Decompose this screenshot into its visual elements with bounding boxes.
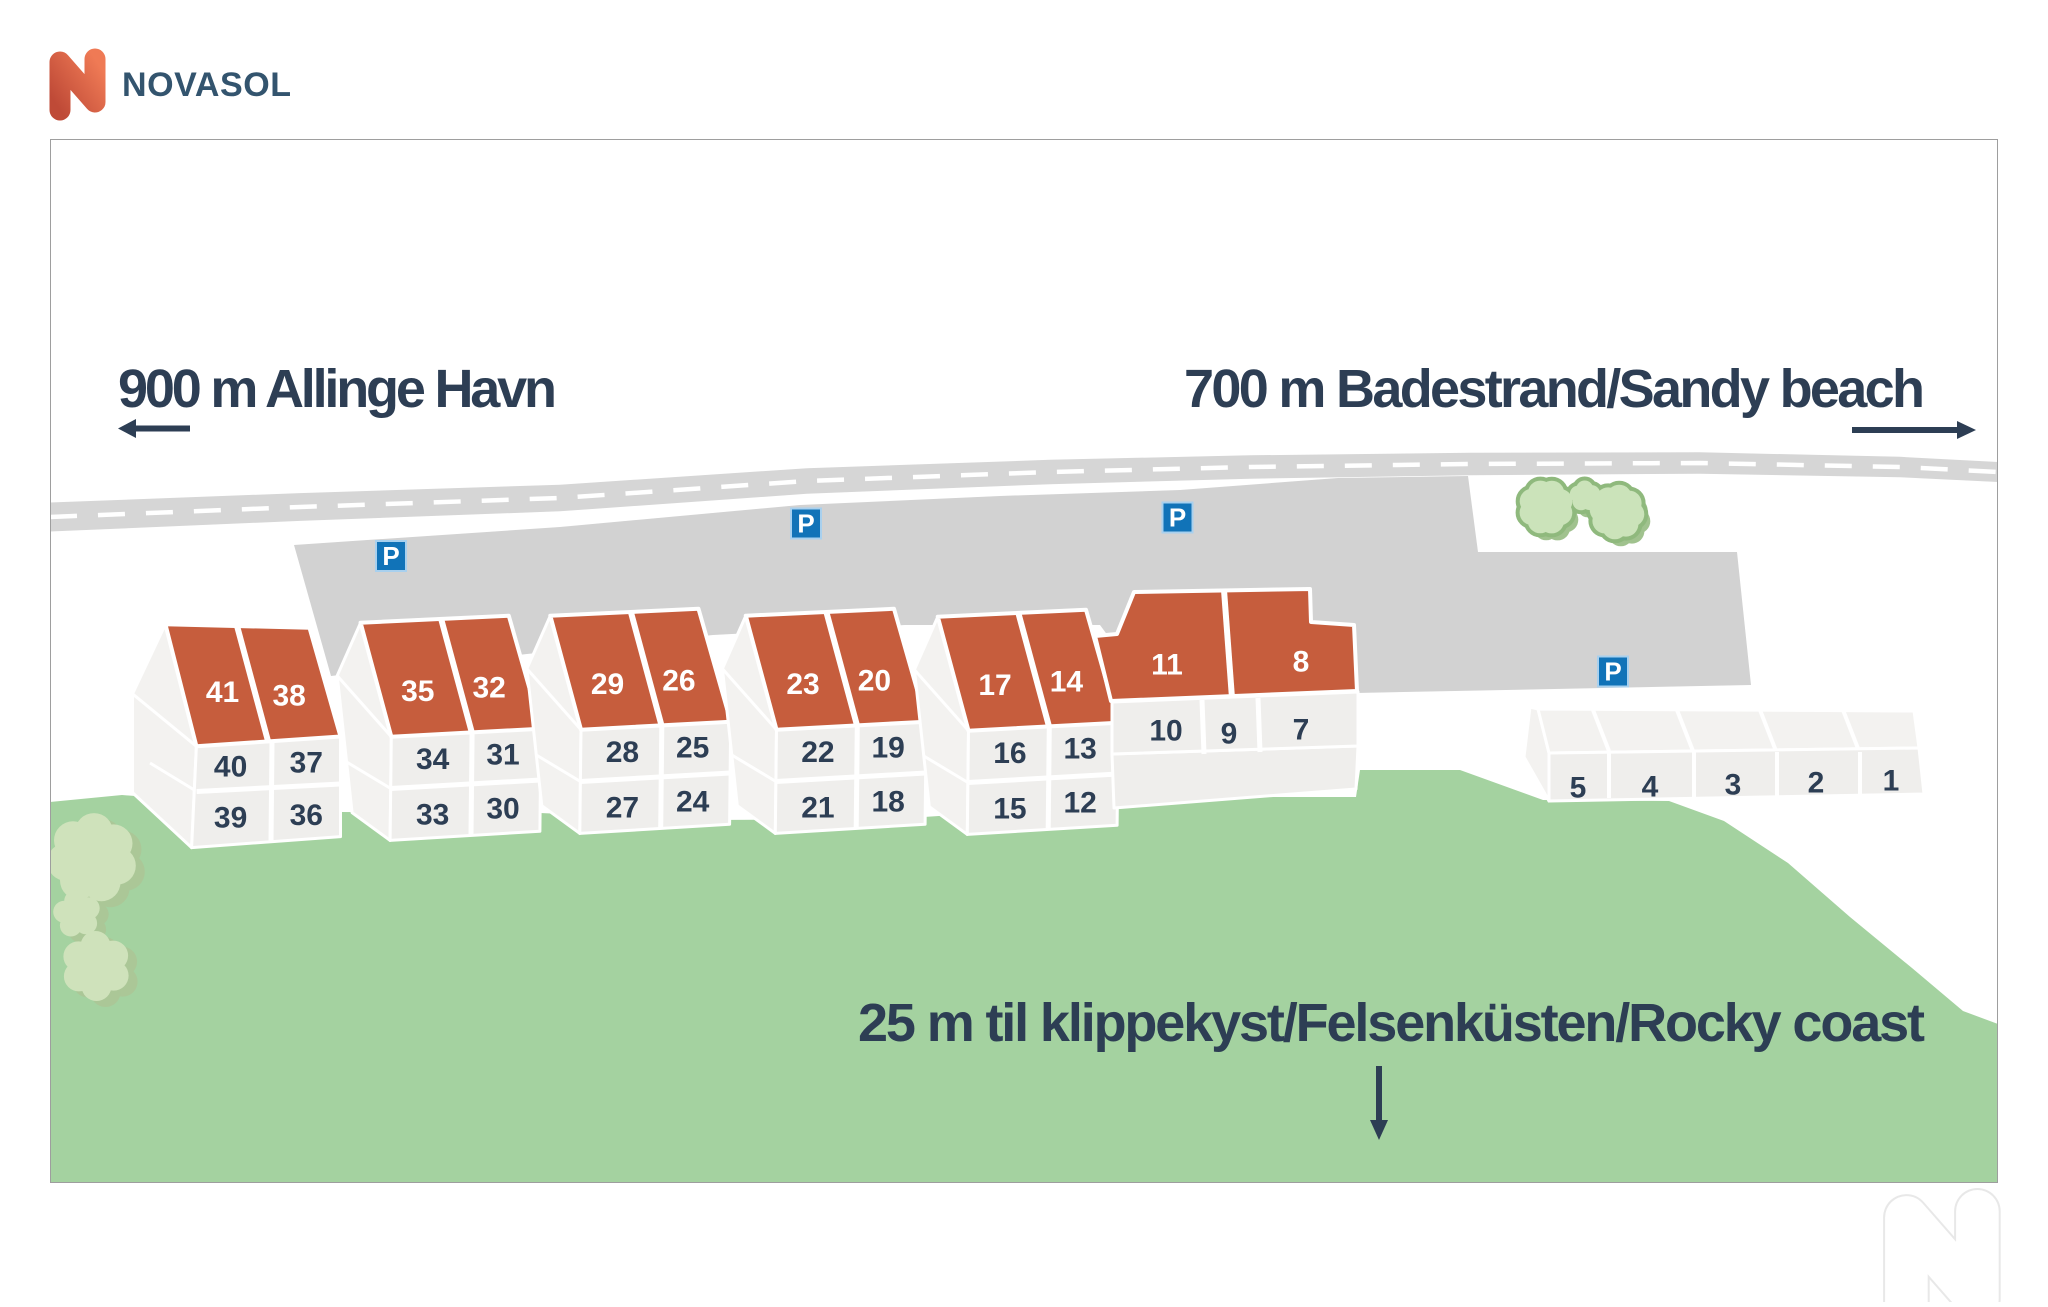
svg-text:20: 20	[858, 665, 891, 698]
svg-text:7: 7	[1293, 714, 1310, 747]
svg-text:23: 23	[786, 668, 819, 701]
svg-text:25 m til klippekyst/Felsenküst: 25 m til klippekyst/Felsenküsten/Rocky c…	[858, 993, 1925, 1053]
svg-text:38: 38	[273, 680, 306, 713]
svg-text:900 m Allinge Havn: 900 m Allinge Havn	[118, 359, 557, 419]
svg-text:29: 29	[591, 668, 624, 701]
svg-text:19: 19	[872, 732, 905, 765]
svg-text:14: 14	[1050, 666, 1084, 699]
svg-text:4: 4	[1642, 771, 1659, 804]
svg-text:31: 31	[486, 739, 519, 772]
svg-text:8: 8	[1293, 646, 1310, 679]
svg-text:40: 40	[214, 750, 247, 783]
svg-text:25: 25	[676, 732, 709, 765]
svg-text:12: 12	[1064, 787, 1097, 820]
svg-text:30: 30	[486, 793, 519, 826]
svg-text:P: P	[1604, 657, 1621, 687]
svg-text:13: 13	[1064, 733, 1097, 766]
svg-text:5: 5	[1570, 772, 1587, 805]
svg-text:34: 34	[416, 743, 450, 776]
svg-text:21: 21	[801, 791, 834, 824]
svg-text:33: 33	[416, 798, 449, 831]
svg-text:16: 16	[993, 737, 1026, 770]
svg-text:28: 28	[606, 736, 639, 769]
svg-text:17: 17	[978, 669, 1011, 702]
svg-text:1: 1	[1883, 765, 1900, 798]
svg-text:3: 3	[1725, 769, 1742, 802]
svg-text:35: 35	[401, 675, 434, 708]
svg-text:11: 11	[1151, 649, 1183, 682]
svg-text:P: P	[1169, 503, 1186, 533]
svg-text:9: 9	[1221, 718, 1238, 751]
svg-text:10: 10	[1149, 715, 1182, 748]
svg-text:18: 18	[872, 786, 905, 819]
svg-text:26: 26	[662, 665, 695, 698]
svg-text:39: 39	[214, 802, 247, 835]
svg-text:22: 22	[801, 736, 834, 769]
svg-text:2: 2	[1808, 767, 1825, 800]
svg-text:24: 24	[676, 786, 710, 819]
svg-text:NOVASOL: NOVASOL	[122, 66, 294, 104]
svg-text:P: P	[797, 509, 814, 539]
svg-text:36: 36	[290, 799, 323, 832]
svg-text:P: P	[382, 541, 399, 571]
svg-text:27: 27	[606, 791, 639, 824]
svg-text:32: 32	[473, 672, 506, 705]
svg-text:15: 15	[993, 792, 1026, 825]
svg-text:41: 41	[206, 676, 239, 709]
svg-text:37: 37	[290, 747, 323, 780]
svg-text:700 m Badestrand/Sandy beach: 700 m Badestrand/Sandy beach	[1184, 359, 1925, 419]
